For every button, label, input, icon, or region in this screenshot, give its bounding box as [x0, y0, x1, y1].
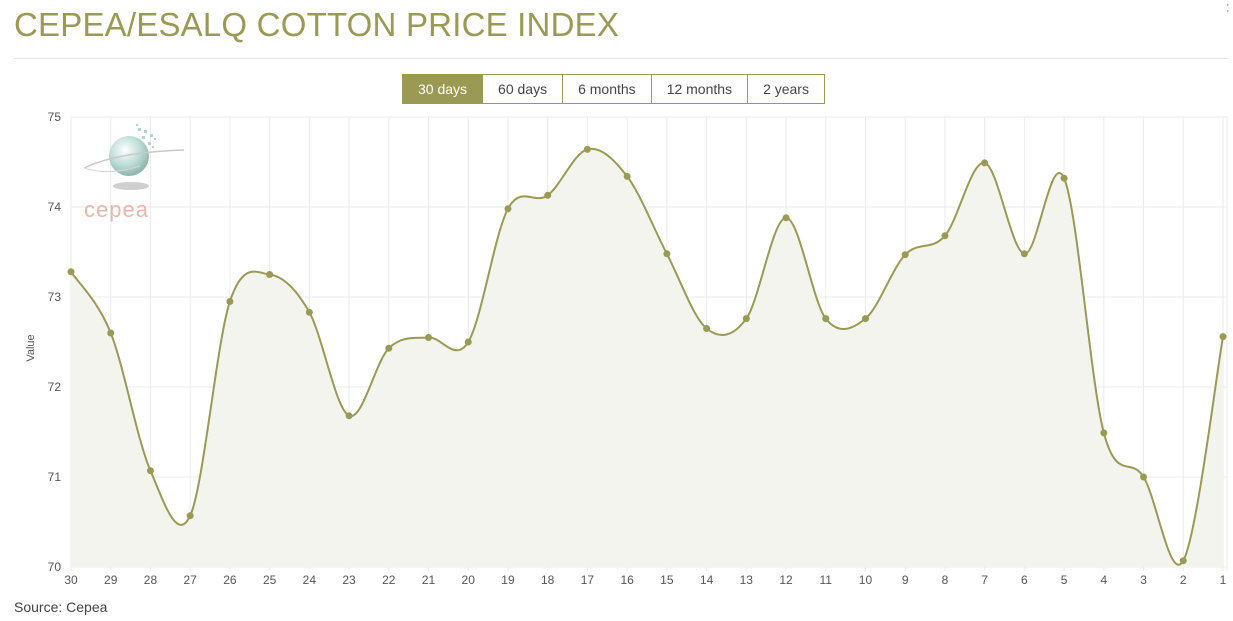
data-point[interactable] — [107, 329, 115, 337]
series-area — [71, 148, 1223, 567]
x-tick-label: 24 — [303, 573, 317, 587]
tab-6-months[interactable]: 6 months — [563, 75, 652, 103]
x-tick-label: 4 — [1100, 573, 1107, 587]
x-tick-label: 3 — [1140, 573, 1147, 587]
x-tick-label: 6 — [1021, 573, 1028, 587]
data-point[interactable] — [464, 338, 472, 346]
data-point[interactable] — [425, 334, 433, 341]
x-axis-ticks: 30 29 28 27 26 25 24 23 22 21 20 19 18 17 16 15 14 13 12 11… — [64, 573, 1226, 587]
x-tick-label: 17 — [581, 573, 595, 587]
cepea-logo: cepea — [83, 124, 185, 222]
x-tick-label: 23 — [342, 573, 356, 587]
tab-60-days[interactable]: 60 days — [483, 75, 564, 103]
x-tick-label: 29 — [104, 573, 118, 587]
data-point[interactable] — [345, 412, 353, 420]
x-tick-label: 18 — [541, 573, 555, 587]
y-tick-label: 73 — [48, 290, 62, 304]
series-points — [67, 145, 1227, 565]
x-tick-label: 11 — [820, 573, 833, 587]
data-point[interactable] — [146, 467, 154, 475]
y-tick-label: 70 — [48, 560, 62, 574]
x-tick-label: 16 — [620, 573, 634, 587]
data-point[interactable] — [385, 344, 393, 352]
data-point[interactable] — [583, 145, 591, 153]
x-tick-label: 19 — [501, 573, 515, 587]
data-point[interactable] — [1100, 429, 1108, 437]
data-point[interactable] — [782, 214, 790, 222]
x-tick-label: 7 — [981, 573, 988, 587]
title-divider — [14, 58, 1228, 59]
period-tabs: 30 days 60 days 6 months 12 months 2 yea… — [402, 74, 825, 104]
data-point[interactable] — [67, 268, 75, 276]
tab-12-months[interactable]: 12 months — [651, 75, 749, 103]
data-point[interactable] — [861, 315, 869, 323]
data-point[interactable] — [941, 232, 949, 240]
data-point[interactable] — [663, 250, 671, 258]
x-tick-label: 26 — [223, 573, 237, 587]
x-tick-label: 8 — [942, 573, 949, 587]
data-point[interactable] — [623, 172, 631, 180]
x-tick-label: 30 — [64, 573, 78, 587]
x-tick-label: 25 — [263, 573, 277, 587]
vertical-dots-icon[interactable]: · · — [1226, 0, 1230, 17]
data-point[interactable] — [742, 315, 750, 323]
x-tick-label: 1 — [1220, 573, 1227, 587]
x-tick-label: 28 — [144, 573, 158, 587]
x-tick-label: 21 — [422, 573, 436, 587]
x-tick-label: 27 — [183, 573, 197, 587]
data-point[interactable] — [1140, 473, 1148, 481]
data-point[interactable] — [1179, 557, 1187, 565]
y-tick-label: 71 — [48, 470, 62, 484]
x-tick-label: 15 — [660, 573, 674, 587]
tab-2-years[interactable]: 2 years — [748, 75, 824, 103]
y-tick-label: 74 — [48, 200, 62, 214]
data-point[interactable] — [703, 325, 711, 332]
data-point[interactable] — [504, 205, 512, 213]
data-point[interactable] — [1020, 250, 1028, 258]
data-point[interactable] — [822, 315, 830, 323]
x-tick-label: 12 — [779, 573, 793, 587]
x-tick-label: 22 — [382, 573, 396, 587]
data-point[interactable] — [981, 159, 989, 167]
y-axis-ticks: 70 71 72 73 74 75 — [48, 110, 62, 574]
logo-text: cepea — [84, 197, 149, 222]
data-point[interactable] — [305, 308, 313, 316]
y-tick-label: 75 — [48, 110, 62, 124]
data-point[interactable] — [186, 512, 194, 520]
x-tick-label: 13 — [740, 573, 754, 587]
y-axis-label: Value — [25, 334, 37, 361]
source-note: Source: Cepea — [14, 599, 108, 615]
page-title: CEPEA/ESALQ COTTON PRICE INDEX — [14, 6, 620, 43]
tab-30-days[interactable]: 30 days — [403, 75, 484, 103]
data-point[interactable] — [544, 191, 552, 199]
data-point[interactable] — [266, 271, 274, 278]
data-point[interactable] — [1219, 333, 1227, 341]
x-tick-label: 10 — [859, 573, 873, 587]
x-tick-label: 9 — [902, 573, 909, 587]
y-tick-label: 72 — [48, 380, 62, 394]
x-tick-label: 5 — [1061, 573, 1068, 587]
data-point[interactable] — [226, 298, 234, 305]
data-point[interactable] — [901, 251, 909, 259]
x-tick-label: 2 — [1180, 573, 1187, 587]
data-point[interactable] — [1060, 174, 1068, 182]
x-tick-label: 20 — [462, 573, 476, 587]
x-tick-label: 14 — [700, 573, 714, 587]
